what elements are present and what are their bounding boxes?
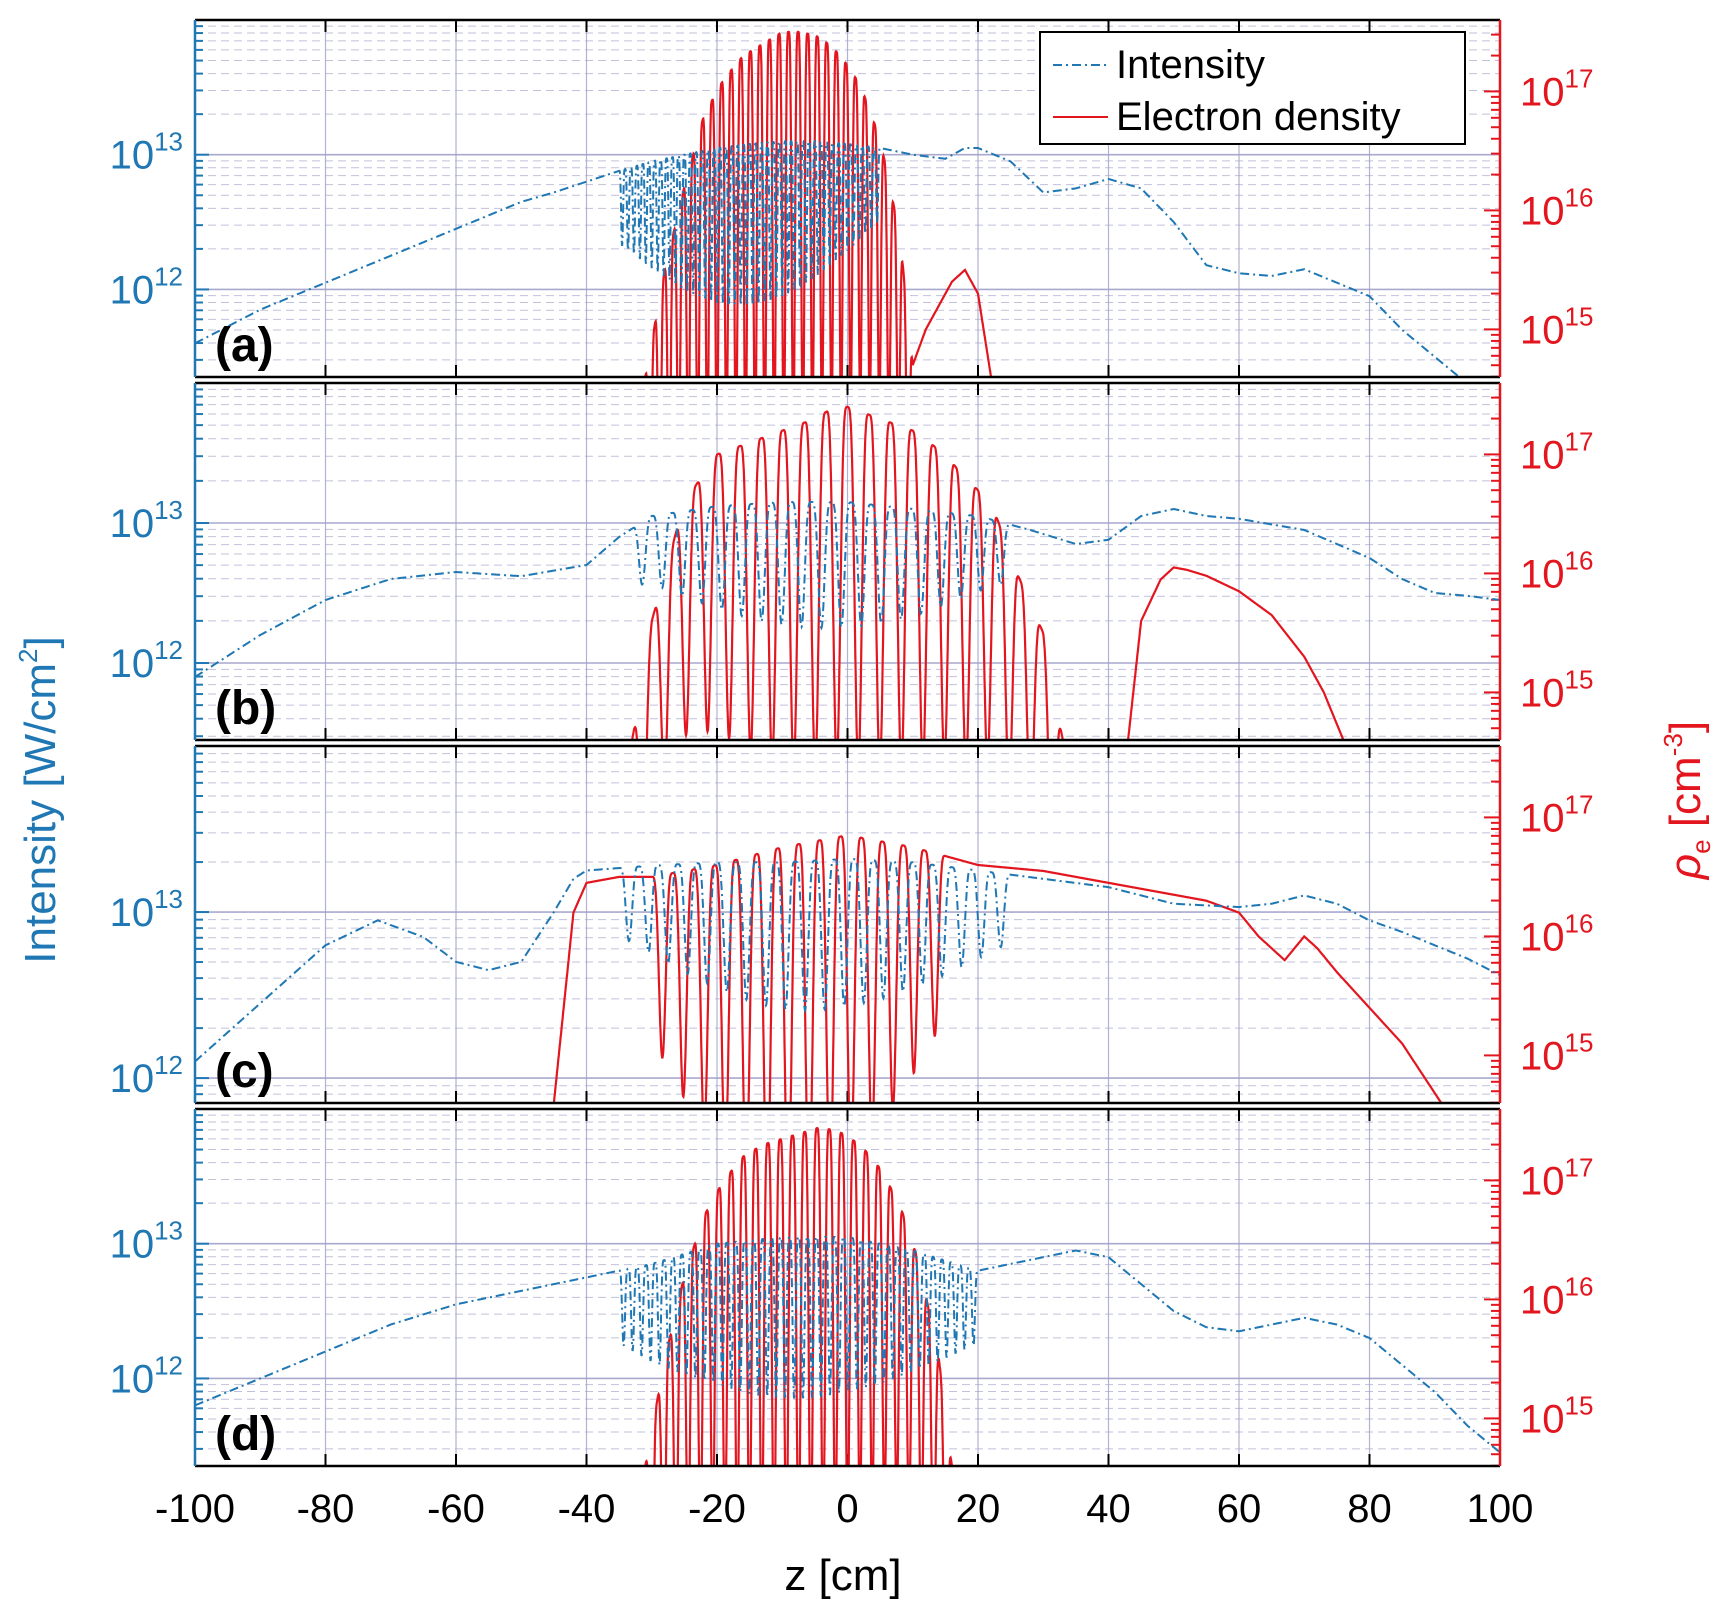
left-axis-label: Intensity [W/cm2] [13, 636, 65, 963]
right-tick-label: 1016 [1520, 545, 1593, 596]
density-tail-series [1127, 566, 1345, 740]
panels-container: 10121013101510161017(a)10121013101510161… [110, 18, 1593, 1468]
density-series [644, 1126, 953, 1466]
right-tick-label: 1015 [1520, 664, 1593, 715]
left-tick-label: 1013 [110, 495, 183, 546]
intensity-series [195, 1236, 1500, 1454]
x-tick-label: -80 [297, 1487, 355, 1531]
density-series [631, 405, 1064, 740]
series-group [195, 1126, 1500, 1466]
density-series [644, 30, 993, 377]
legend-intensity-label: Intensity [1116, 43, 1265, 87]
panel-label: (a) [215, 319, 274, 372]
legend-density-label: Electron density [1116, 95, 1401, 139]
right-tick-label: 1017 [1520, 1152, 1593, 1203]
x-tick-label: 80 [1347, 1487, 1392, 1531]
x-tick-label: -20 [688, 1487, 746, 1531]
legend-box [1039, 31, 1466, 145]
x-axis: -100 -80 -60 -40 -20 0 20 40 60 80 100 [155, 1487, 1533, 1531]
density-series [552, 835, 1443, 1103]
x-tick-label: -60 [427, 1487, 485, 1531]
right-tick-label: 1017 [1520, 63, 1593, 114]
right-tick-label: 1017 [1520, 789, 1593, 840]
x-tick-label: 40 [1086, 1487, 1131, 1531]
panel-b: 1012 1013 1015 1016 1017 (b) [110, 381, 1593, 742]
series-group [195, 835, 1500, 1103]
legend: Intensity Electron density [1039, 31, 1466, 145]
panel-label: (c) [215, 1045, 274, 1098]
left-tick-label: 1012 [110, 635, 183, 686]
left-tick-label: 1012 [110, 1350, 183, 1401]
x-tick-label: -100 [155, 1487, 235, 1531]
right-tick-label: 1015 [1520, 301, 1593, 352]
series-group [195, 30, 1461, 377]
right-tick-label: 1015 [1520, 1027, 1593, 1078]
right-axis-label: ρe [cm-3] [1658, 721, 1716, 881]
x-tick-label: -40 [558, 1487, 616, 1531]
left-tick-label: 1013 [110, 1216, 183, 1267]
panel-a: 1012 1013 1015 1016 1017 (a) [110, 18, 1593, 379]
right-tick-label: 1015 [1520, 1390, 1593, 1441]
intensity-series [195, 501, 1500, 678]
x-axis-label: z [cm] [784, 1551, 901, 1600]
left-tick-label: 1013 [110, 884, 183, 935]
x-tick-label: 100 [1467, 1487, 1534, 1531]
right-tick-label: 1017 [1520, 426, 1593, 477]
panel-c: 1012 1013 1015 1016 1017 (c) [110, 744, 1593, 1105]
left-tick-label: 1012 [110, 1050, 183, 1101]
left-tick-label: 1013 [110, 127, 183, 178]
right-tick-label: 1016 [1520, 182, 1593, 233]
x-tick-label: 60 [1217, 1487, 1262, 1531]
left-tick-label: 1012 [110, 261, 183, 312]
right-tick-label: 1016 [1520, 1271, 1593, 1322]
x-tick-label: 20 [956, 1487, 1001, 1531]
intensity-series [195, 858, 1500, 1063]
right-tick-label: 1016 [1520, 908, 1593, 959]
intensity-series [195, 140, 1461, 377]
panel-label: (b) [215, 682, 276, 735]
panel-d: 1012 1013 1015 1016 1017 (d) [110, 1107, 1593, 1468]
x-tick-label: 0 [836, 1487, 858, 1531]
panel-label: (d) [215, 1408, 276, 1461]
series-group [195, 405, 1500, 740]
